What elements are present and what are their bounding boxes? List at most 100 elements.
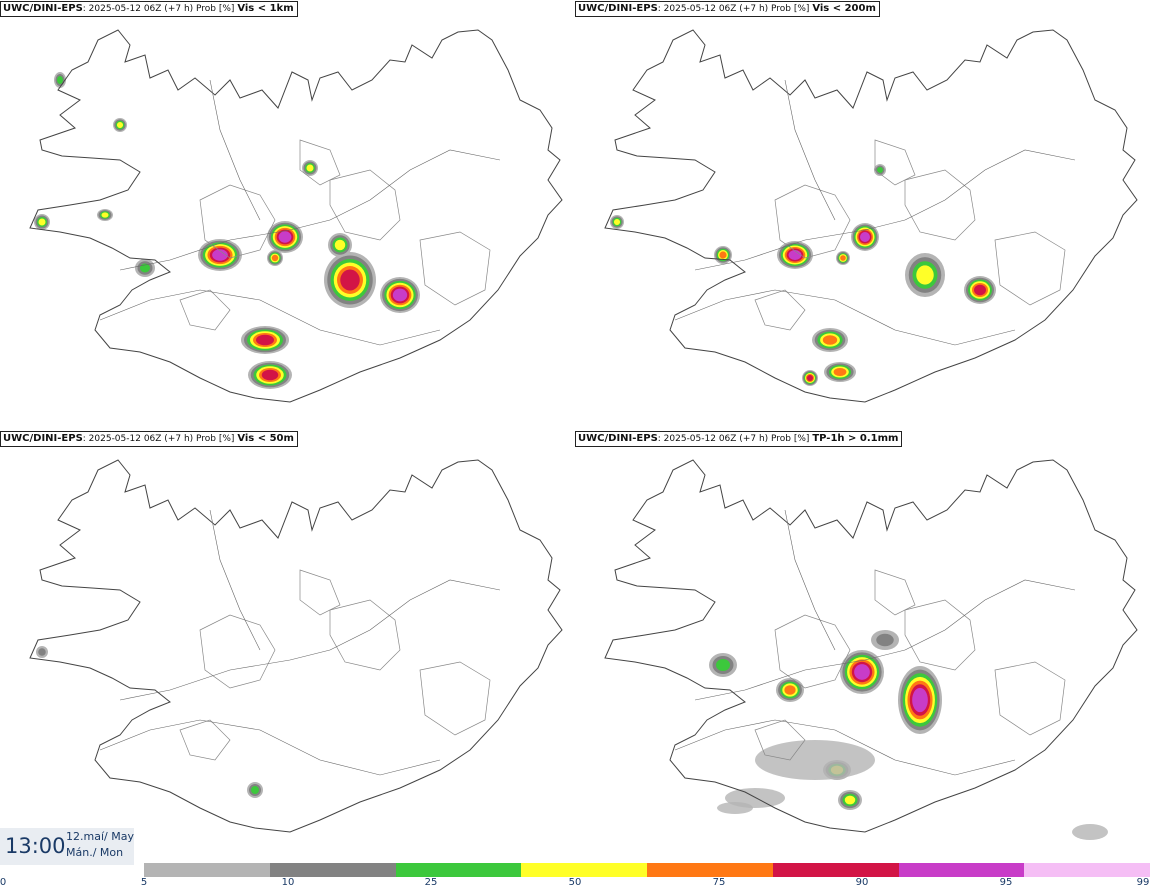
map-panel-vis-50m: UWC/DINI-EPS: 2025-05-12 06Z (+7 h) Prob… xyxy=(0,430,575,860)
glacier-outline xyxy=(994,231,1066,306)
iceland-map xyxy=(29,459,563,833)
probability-contour xyxy=(38,648,46,656)
glacier-outline xyxy=(179,289,231,331)
glacier-outline xyxy=(419,661,491,736)
colorbar-tick-label: 5 xyxy=(140,877,148,888)
colorbar-segment xyxy=(647,863,773,877)
colorbar-tick-label: 99 xyxy=(1136,877,1150,888)
colorbar-segment xyxy=(269,863,396,877)
probability-contour xyxy=(876,633,894,647)
road-line xyxy=(694,649,906,701)
colorbar-segment xyxy=(144,863,270,877)
coastline xyxy=(604,459,1138,833)
glacier-outline xyxy=(199,614,276,689)
probability-contour xyxy=(613,218,621,226)
road-line xyxy=(329,579,501,651)
valid-time: 13:00 xyxy=(5,834,66,858)
probability-contour xyxy=(844,795,856,805)
road-line xyxy=(99,719,441,776)
road-line xyxy=(329,149,501,221)
road-line xyxy=(694,219,906,271)
glacier-outline xyxy=(754,289,806,331)
iceland-map xyxy=(29,29,563,403)
colorbar-tick-label: 95 xyxy=(999,877,1013,888)
iceland-map xyxy=(604,29,1138,403)
colorbar-tick-label: 50 xyxy=(568,877,582,888)
probability-contour xyxy=(719,251,727,259)
colorbar-tick-label: 90 xyxy=(855,877,869,888)
road-line xyxy=(904,579,1076,651)
probability-colorbar xyxy=(144,863,1150,877)
road-line xyxy=(119,649,331,701)
colorbar-segment xyxy=(898,863,1025,877)
probability-contour xyxy=(38,218,46,226)
road-line xyxy=(119,219,331,271)
drizzle-area xyxy=(1072,824,1108,840)
glacier-outline xyxy=(299,139,341,186)
colorbar-segment xyxy=(395,863,522,877)
probability-contour xyxy=(57,76,63,84)
drizzle-area xyxy=(755,740,875,780)
glacier-outline xyxy=(179,719,231,761)
probability-contour xyxy=(833,368,847,376)
probability-contour xyxy=(340,269,360,291)
glacier-outline xyxy=(299,569,341,616)
colorbar-tick-label: 75 xyxy=(712,877,726,888)
probability-contour xyxy=(854,664,870,680)
probability-contour xyxy=(807,375,813,381)
colorbar-tick-label: 25 xyxy=(424,877,438,888)
probability-contour xyxy=(116,121,124,129)
road-line xyxy=(99,289,441,346)
probability-contour xyxy=(278,231,292,243)
probability-contour xyxy=(822,335,838,345)
probability-contour xyxy=(306,164,314,172)
colorbar-tick-label: 0 xyxy=(0,877,7,888)
probability-contour xyxy=(912,687,928,713)
glacier-outline xyxy=(774,184,851,259)
glacier-outline xyxy=(904,169,976,241)
road-line xyxy=(674,719,1016,776)
road-line xyxy=(784,79,836,221)
coastline xyxy=(29,29,563,403)
valid-time-box: 13:00 12.maí/ May Mán./ Mon xyxy=(0,828,134,865)
coastline xyxy=(29,459,563,833)
probability-contour xyxy=(877,167,883,173)
colorbar-segment xyxy=(1024,863,1150,877)
coastline xyxy=(604,29,1138,403)
probability-contour xyxy=(101,212,109,218)
map-panel-precip: UWC/DINI-EPS: 2025-05-12 06Z (+7 h) Prob… xyxy=(575,430,1150,860)
probability-contour xyxy=(271,254,279,262)
valid-weekday: Mán./ Mon xyxy=(66,846,124,859)
probability-contour xyxy=(974,284,986,296)
panel-title: UWC/DINI-EPS: 2025-05-12 06Z (+7 h) Prob… xyxy=(0,1,298,17)
glacier-outline xyxy=(994,661,1066,736)
colorbar-segment xyxy=(521,863,647,877)
probability-contour xyxy=(716,659,730,671)
probability-contour xyxy=(334,239,346,251)
glacier-outline xyxy=(419,231,491,306)
probability-contour xyxy=(256,334,274,346)
glacier-outline xyxy=(874,569,916,616)
probability-contour xyxy=(916,265,934,285)
probability-contour xyxy=(788,250,802,260)
glacier-outline xyxy=(329,599,401,671)
road-line xyxy=(209,509,261,651)
probability-contour xyxy=(840,255,846,261)
glacier-outline xyxy=(904,599,976,671)
iceland-map xyxy=(604,459,1138,840)
road-line xyxy=(904,149,1076,221)
valid-date: 12.maí/ May xyxy=(66,830,134,843)
road-line xyxy=(209,79,261,221)
panel-title: UWC/DINI-EPS: 2025-05-12 06Z (+7 h) Prob… xyxy=(0,431,298,447)
glacier-outline xyxy=(774,614,851,689)
map-panel-vis-200m: UWC/DINI-EPS: 2025-05-12 06Z (+7 h) Prob… xyxy=(575,0,1150,430)
probability-contour xyxy=(784,685,796,695)
probability-contour xyxy=(261,369,279,381)
map-panel-vis-1km: UWC/DINI-EPS: 2025-05-12 06Z (+7 h) Prob… xyxy=(0,0,575,430)
colorbar-segment xyxy=(772,863,899,877)
probability-contour xyxy=(251,786,259,794)
road-line xyxy=(674,289,1016,346)
drizzle-area xyxy=(717,802,753,814)
probability-contour xyxy=(392,288,408,302)
glacier-outline xyxy=(754,719,806,761)
